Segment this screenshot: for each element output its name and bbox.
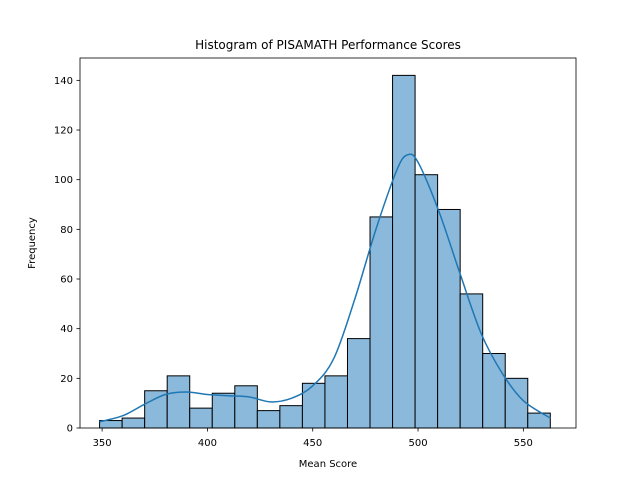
histogram-bar — [166, 375, 191, 429]
x-tick-label: 550 — [514, 438, 533, 449]
x-tick-label: 400 — [198, 438, 217, 449]
x-tick-label: 350 — [93, 438, 112, 449]
histogram-bar — [392, 74, 416, 429]
histogram-bar — [256, 410, 281, 429]
y-tick-label: 0 — [67, 424, 73, 435]
y-axis-label: Frequency — [27, 217, 38, 269]
histogram-bar — [504, 377, 529, 429]
chart-title: Histogram of PISAMATH Performance Scores — [195, 38, 461, 52]
histogram-bar — [459, 293, 484, 429]
y-axis-ticks: 0 20 40 60 80 100 120 140 — [54, 76, 80, 435]
y-tick-label: 20 — [60, 374, 73, 385]
histogram-bar — [189, 407, 213, 429]
histogram-bar — [301, 382, 326, 429]
y-tick-label: 60 — [60, 275, 73, 286]
histogram-bars — [99, 74, 551, 429]
x-tick-label: 500 — [408, 438, 427, 449]
x-axis-label: Mean Score — [299, 459, 357, 470]
y-tick-label: 140 — [54, 76, 73, 87]
histogram-bar — [121, 417, 146, 429]
histogram-bar — [279, 405, 303, 429]
histogram-bar — [346, 338, 371, 429]
plot-frame — [79, 57, 577, 429]
histogram-bar — [234, 385, 258, 429]
y-tick-label: 120 — [54, 126, 73, 137]
histogram-bar — [482, 353, 506, 429]
histogram-bar — [414, 174, 439, 429]
y-tick-label: 40 — [60, 324, 73, 335]
histogram-bar — [211, 392, 236, 429]
histogram-bar — [144, 390, 168, 429]
histogram-bar — [369, 216, 394, 429]
histogram-bar — [324, 375, 348, 429]
x-tick-label: 450 — [303, 438, 322, 449]
y-tick-label: 80 — [60, 225, 73, 236]
x-axis-ticks: 350 400 450 500 550 — [93, 428, 533, 449]
kde-curve — [99, 153, 551, 423]
y-tick-label: 100 — [54, 175, 73, 186]
